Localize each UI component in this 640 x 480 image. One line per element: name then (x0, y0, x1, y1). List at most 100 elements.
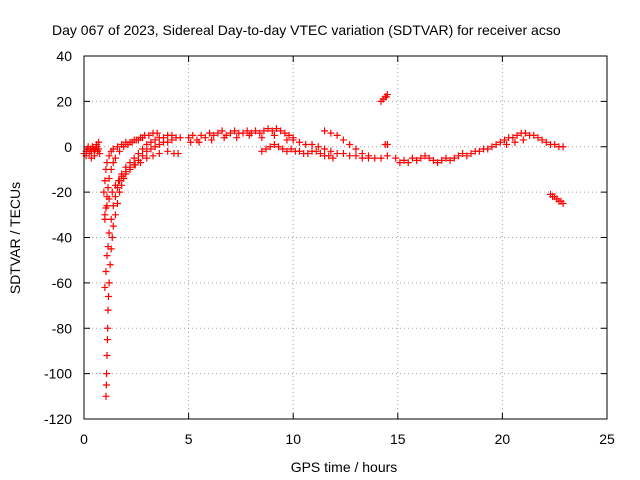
data-point (333, 131, 341, 139)
data-point (106, 261, 114, 269)
data-point (104, 292, 112, 300)
data-point (421, 152, 429, 160)
data-point (339, 136, 347, 144)
data-point (295, 138, 303, 146)
data-point (95, 145, 103, 153)
data-point (103, 351, 111, 359)
data-point (365, 152, 373, 160)
data-point (208, 136, 216, 144)
data-point (283, 147, 291, 155)
series-dip-main (102, 136, 176, 400)
data-point (314, 143, 322, 151)
x-tick-label: 25 (599, 431, 615, 447)
grid-lines (84, 56, 607, 419)
data-point (122, 168, 130, 176)
data-point (113, 143, 121, 151)
data-point (109, 222, 117, 230)
y-axis-ticks: -120 -100 -80 -60 -40 -20 0 20 40 (44, 48, 607, 427)
data-point (103, 370, 111, 378)
data-point (151, 136, 159, 144)
data-point (107, 215, 115, 223)
data-point (233, 134, 241, 142)
data-point (187, 138, 195, 146)
data-point (139, 145, 147, 153)
data-point (126, 163, 134, 171)
data-point (383, 91, 391, 99)
data-point (103, 336, 111, 344)
data-point (108, 234, 116, 241)
data-point (450, 154, 458, 162)
data-point (442, 154, 450, 162)
series-segment-10-14 (289, 127, 391, 162)
data-point (118, 181, 126, 189)
data-point (262, 145, 270, 153)
data-point (542, 138, 550, 146)
data-point (126, 138, 134, 146)
data-point (325, 152, 333, 160)
data-point (333, 150, 341, 158)
data-point (559, 143, 567, 151)
data-point (277, 127, 285, 135)
data-point (417, 154, 425, 162)
data-point (511, 138, 519, 146)
data-point (115, 177, 123, 185)
data-point (147, 138, 155, 146)
data-point (454, 152, 462, 160)
data-point (488, 143, 496, 151)
data-point (446, 156, 454, 164)
data-point (197, 131, 205, 139)
data-point (214, 129, 222, 137)
y-tick-label: 0 (64, 139, 72, 155)
data-point (463, 152, 471, 160)
data-point (500, 136, 508, 144)
data-point (538, 136, 546, 144)
data-point (131, 161, 139, 169)
data-point (383, 152, 391, 160)
data-point (496, 138, 504, 146)
data-point (159, 134, 167, 142)
data-point (100, 188, 108, 196)
data-point (174, 150, 182, 158)
data-point (143, 140, 151, 148)
data-point (111, 193, 119, 201)
data-point (551, 140, 559, 148)
chart-title: Day 067 of 2023, Sidereal Day-to-day VTE… (52, 22, 561, 38)
data-point (530, 131, 538, 139)
y-tick-label: -60 (52, 275, 72, 291)
data-point (272, 125, 280, 133)
data-point (252, 127, 260, 135)
x-tick-label: 0 (80, 431, 88, 447)
series-plateau-5-10 (185, 125, 297, 146)
x-tick-label: 20 (495, 431, 511, 447)
data-point (316, 150, 324, 158)
data-point (321, 127, 329, 135)
data-point (149, 152, 157, 160)
x-axis-ticks: 0 5 10 15 20 25 (80, 56, 615, 447)
data-point (475, 147, 483, 155)
data-point (185, 134, 193, 142)
data-point (143, 147, 151, 155)
x-tick-label: 5 (185, 431, 193, 447)
y-tick-label: -20 (52, 184, 72, 200)
data-point (281, 129, 289, 137)
data-point (201, 134, 209, 142)
series-jump-14.5 (377, 91, 391, 148)
data-point (103, 159, 111, 167)
data-point (104, 306, 112, 314)
series-lower-band-9-10 (258, 140, 337, 162)
data-point (104, 324, 112, 332)
data-point (256, 129, 264, 137)
data-point (484, 145, 492, 153)
data-point (102, 268, 110, 276)
series-tail-22.5 (547, 190, 567, 207)
data-point (346, 152, 354, 160)
data-point (321, 145, 329, 153)
data-point (413, 156, 421, 164)
data-point (143, 154, 151, 162)
data-point (392, 154, 400, 162)
data-point (329, 154, 337, 162)
data-point (206, 129, 214, 137)
data-point (104, 184, 112, 192)
data-point (109, 145, 117, 153)
